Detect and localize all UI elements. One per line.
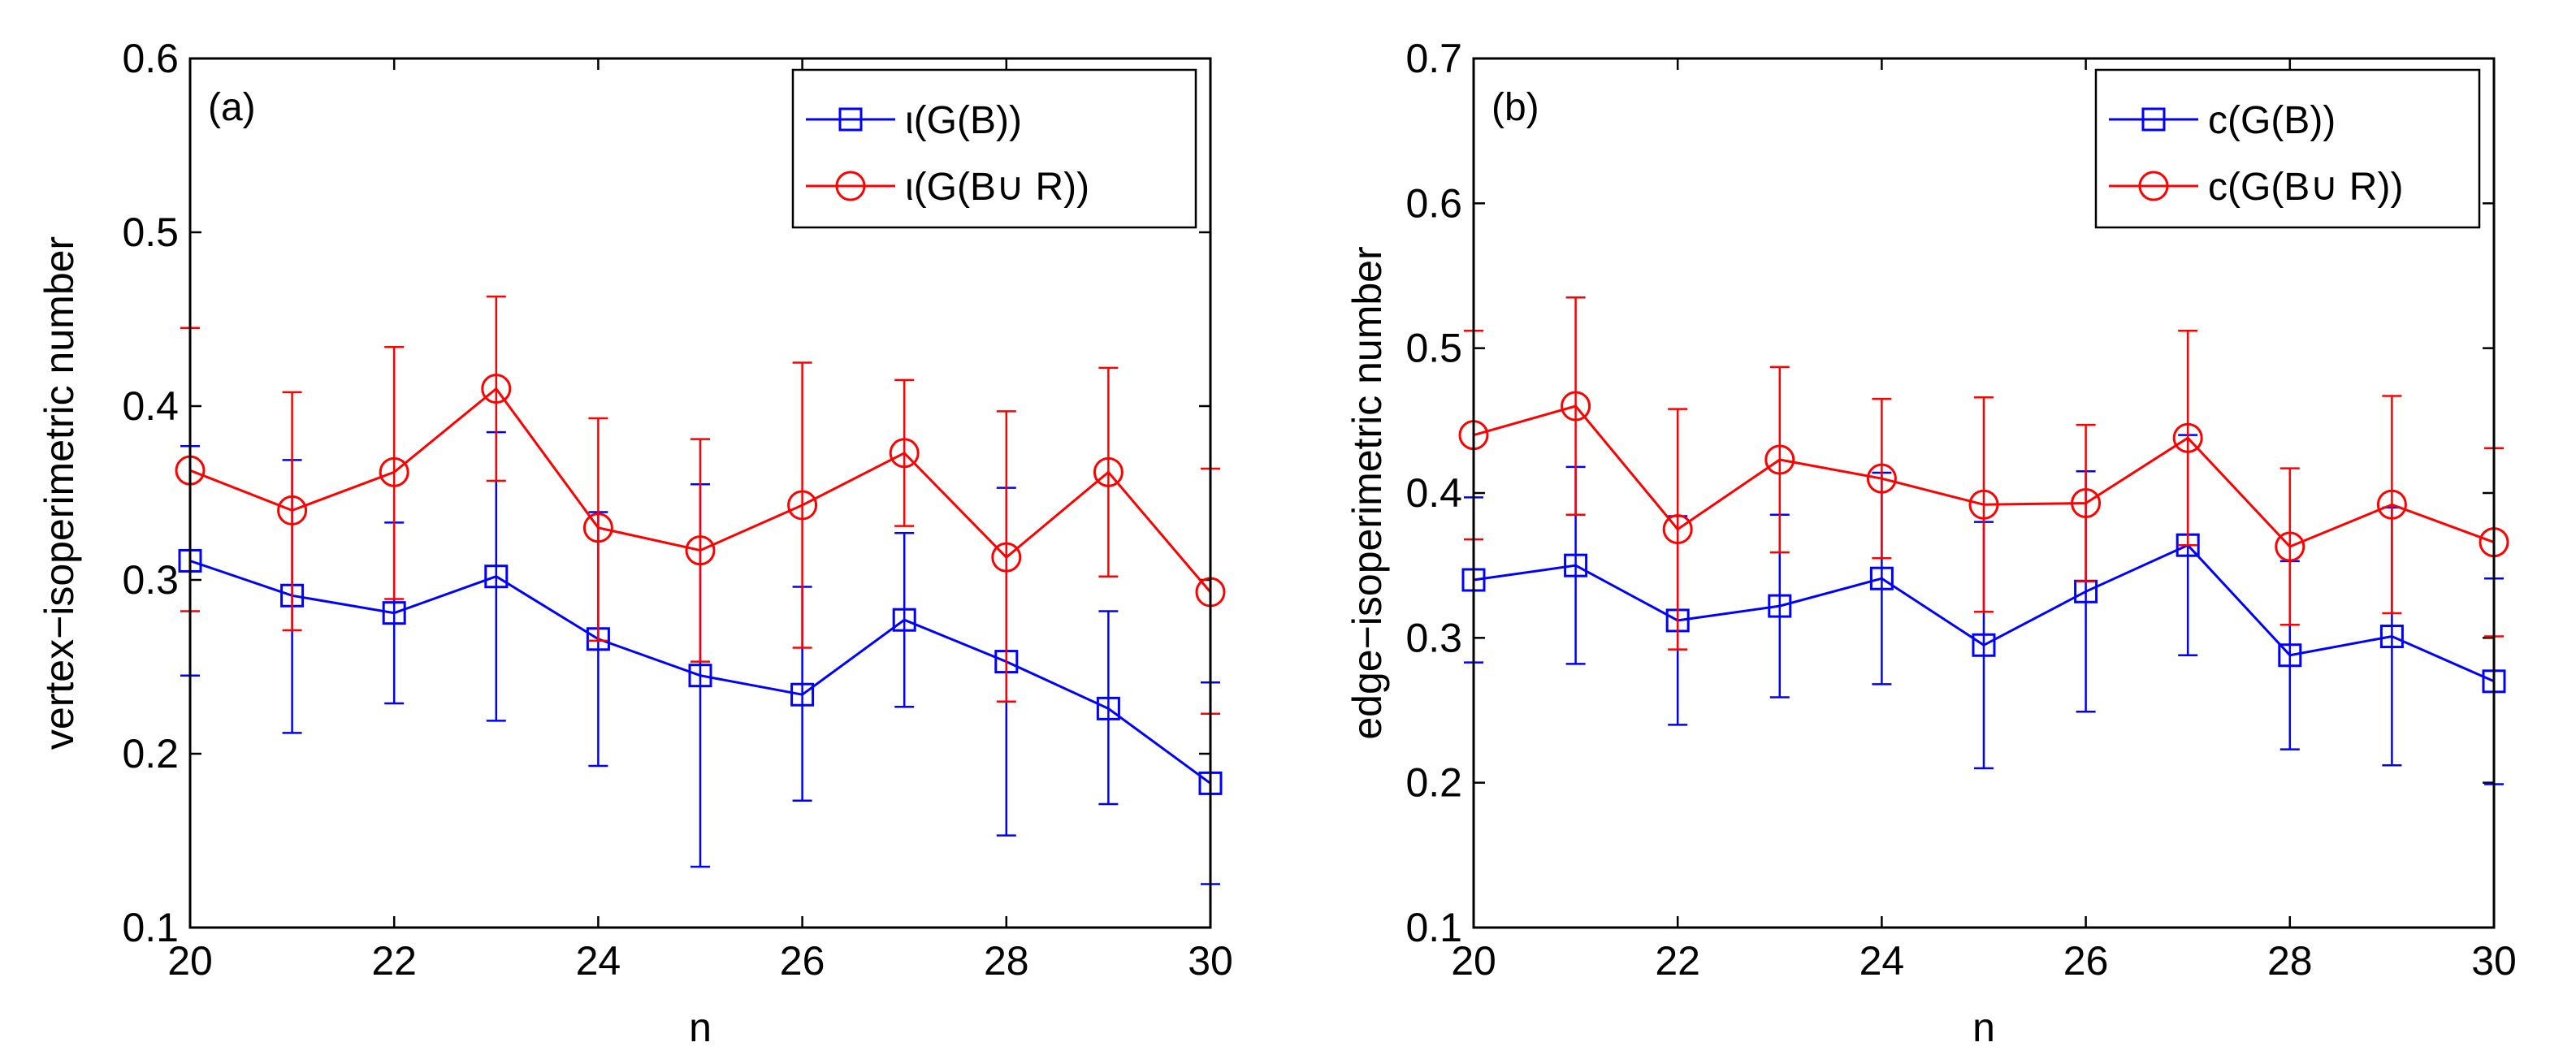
x-tick-label-a-4: 28 — [984, 938, 1029, 984]
y-tick-label-b-3: 0.4 — [1405, 470, 1462, 516]
ticks-b: 20 22 24 26 28 30 0.1 0.2 0.3 0.4 0.5 0.6 0.7 — [1405, 36, 2516, 984]
data-point-a-1-9 — [1093, 456, 1123, 487]
x-tick-label-b-2: 24 — [1859, 938, 1905, 984]
y-tick-label-a-5: 0.6 — [122, 36, 179, 81]
data-point-b-0-5 — [1972, 633, 1996, 657]
data-point-b-0-9 — [2379, 625, 2404, 649]
data-point-a-0-2 — [382, 601, 406, 625]
x-tick-label-b-0: 20 — [1451, 938, 1496, 984]
legend-marker-a-0 — [838, 107, 863, 132]
data-point-b-1-3 — [1764, 444, 1795, 475]
y-tick-label-b-4: 0.5 — [1405, 326, 1462, 371]
chart-panel-b: 20 22 24 26 28 300.10.20.30.40.50.60.7 (b) n … — [1344, 36, 2517, 1050]
plot-frame-b — [1472, 57, 2496, 929]
data-point-a-0-6 — [790, 682, 815, 707]
y-tick-label-a-4: 0.5 — [122, 210, 179, 255]
data-point-b-1-2 — [1662, 514, 1693, 545]
data-point-a-1-8 — [991, 542, 1022, 573]
x-tick-label-b-3: 26 — [2063, 938, 2109, 984]
y-tick-label-b-5: 0.6 — [1405, 180, 1462, 226]
data-point-a-1-2 — [379, 456, 409, 487]
y-tick-label-a-2: 0.3 — [122, 557, 179, 603]
y-axis-label-a: vertex−isoperimetric number — [37, 236, 82, 750]
y-tick-label-a-3: 0.4 — [122, 383, 179, 429]
x-tick-label-a-5: 30 — [1188, 938, 1233, 984]
data-point-b-1-1 — [1561, 391, 1591, 422]
data-point-b-0-4 — [1869, 566, 1894, 590]
data-point-a-1-7 — [889, 438, 920, 469]
x-axis-label-a: n — [689, 1005, 712, 1050]
x-tick-label-b-4: 28 — [2267, 938, 2313, 984]
y-tick-label-b-1: 0.2 — [1405, 760, 1462, 806]
data-point-a-0-9 — [1096, 696, 1120, 720]
x-axis-label-b: n — [1972, 1005, 1995, 1050]
data-point-b-1-4 — [1866, 463, 1897, 494]
data-point-a-0-3 — [484, 564, 509, 589]
panel-label-b: (b) — [1491, 86, 1539, 129]
x-tick-label-b-1: 22 — [1655, 938, 1700, 984]
x-tick-label-b-5: 30 — [2471, 938, 2517, 984]
ticks-a: 20 22 24 26 28 30 0.1 0.2 0.3 0.4 0.5 0.6 — [122, 36, 1232, 984]
y-tick-label-b-0: 0.1 — [1405, 905, 1462, 950]
panel-label-a: (a) — [208, 86, 256, 129]
data-point-a-1-4 — [582, 513, 613, 543]
legend-label-b-0: c(G(B)) — [2208, 99, 2336, 142]
data-point-b-1-7 — [2172, 422, 2203, 453]
legend-box-a — [791, 68, 1197, 229]
x-tick-label-a-3: 26 — [780, 938, 825, 984]
y-axis-label-b: edge−isoperimetric number — [1344, 246, 1390, 739]
x-tick-label-a-0: 20 — [167, 938, 213, 984]
legend-marker-b-0 — [2141, 107, 2166, 132]
chart-panel-a: 20 22 24 26 28 30 0.1 0.2 0.3 0.4 0.5 0.6 (a) n ver… — [37, 36, 1233, 1050]
data-point-a-1-1 — [277, 495, 308, 526]
y-tick-label-a-1: 0.2 — [122, 731, 179, 776]
legend-marker-a-1 — [835, 171, 866, 201]
legend-label-b-1: c(G(B∪ R)) — [2208, 166, 2403, 209]
legend-a: ι(G(B)) ι(G(B∪ R)) — [791, 68, 1197, 229]
data-point-b-1-6 — [2071, 487, 2102, 518]
data-point-b-0-3 — [1768, 594, 1792, 618]
plot-frame-a — [188, 57, 1212, 929]
y-tick-label-b-2: 0.3 — [1405, 615, 1462, 660]
legend-label-a-1: ι(G(B∪ R)) — [905, 166, 1089, 209]
legend-marker-b-1 — [2138, 171, 2169, 201]
data-point-a-0-5 — [688, 664, 712, 688]
data-point-b-1-9 — [2376, 489, 2407, 520]
data-point-a-1-5 — [685, 535, 716, 566]
y-tick-label-a-0: 0.1 — [122, 905, 179, 950]
data-point-b-0-1 — [1564, 553, 1588, 577]
data-point-b-1-5 — [1968, 489, 1999, 520]
data-point-a-1-6 — [787, 490, 818, 521]
legend-label-a-0: ι(G(B)) — [905, 99, 1022, 142]
data-point-a-0-7 — [892, 608, 916, 632]
data-point-a-1-3 — [481, 374, 512, 404]
data-point-b-0-8 — [2278, 643, 2302, 668]
legend-box-b — [2094, 68, 2481, 229]
data-point-b-1-8 — [2275, 531, 2305, 562]
x-tick-label-a-2: 24 — [576, 938, 621, 984]
y-tick-label-b-6: 0.7 — [1405, 36, 1462, 81]
legend-b: c(G(B)) c(G(B∪ R)) — [2094, 68, 2481, 229]
x-tick-label-a-1: 22 — [371, 938, 417, 984]
